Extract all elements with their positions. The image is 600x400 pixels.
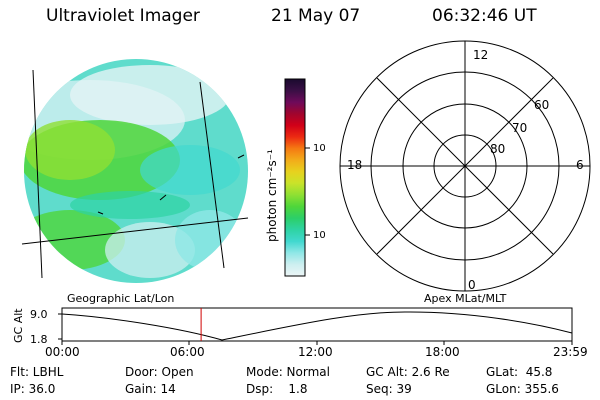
apex-label: Apex MLat/MLT (424, 292, 507, 305)
colorbar-tick-10: 10 (313, 230, 325, 241)
mlt-label-12: 12 (473, 48, 488, 62)
filter-value: Flt: LBHL (10, 365, 64, 379)
door-status: Door: Open (125, 365, 194, 379)
mlt-label-6: 6 (576, 158, 584, 172)
uv-image-panel (21, 59, 249, 283)
orbit-plot: GC Alt 9.0 1.8 (12, 307, 573, 346)
gc-alt-value: GC Alt: 2.6 Re (366, 365, 450, 379)
lat-label-70: 70 (512, 121, 527, 135)
orbit-x-tick-1200: 12:00 (298, 345, 333, 359)
altitude-curve (61, 311, 573, 341)
mlt-line-diag2 (376, 77, 554, 255)
orbit-x-tick-0000: 00:00 (45, 345, 80, 359)
orbit-y-label: GC Alt (12, 308, 25, 343)
glat-value: GLat: 45.8 (486, 365, 553, 379)
mode-value: Mode: Normal (246, 365, 330, 379)
orbit-x-tick-1800: 18:00 (425, 345, 460, 359)
mlt-label-18: 18 (347, 158, 362, 172)
geographic-label: Geographic Lat/Lon (67, 292, 175, 305)
orbit-y-tick-1.8: 1.8 (30, 333, 48, 346)
meridian-line (199, 81, 225, 269)
meridian-line (32, 69, 43, 279)
instrument-title: Ultraviolet Imager (46, 6, 200, 26)
glon-value: GLon: 355.6 (486, 382, 559, 396)
dsp-value: Dsp: 1.8 (246, 382, 308, 396)
uv-auroral-pattern (24, 65, 245, 278)
gain-value: Gain: 14 (125, 382, 176, 396)
ip-value: IP: 36.0 (10, 382, 56, 396)
lat-label-60: 60 (534, 98, 549, 112)
time-label: 06:32:46 UT (432, 6, 537, 26)
date-label: 21 May 07 (271, 6, 361, 26)
colorbar-tick-100: 100 (313, 143, 325, 154)
parallel-line (21, 217, 249, 245)
seq-value: Seq: 39 (366, 382, 412, 396)
mlt-label-0: 0 (468, 278, 476, 292)
colorbar-rect (284, 78, 306, 277)
colorbar-unit-label: photon cm⁻²s⁻¹ (265, 149, 279, 242)
orbit-x-tick-2359: 23:59 (553, 345, 588, 359)
orbit-plot-frame (61, 307, 573, 342)
orbit-y-tick-9: 9.0 (30, 308, 48, 321)
lat-label-80: 80 (490, 142, 505, 156)
orbit-x-tick-0600: 06:00 (170, 345, 205, 359)
polar-plot: 12 18 6 0 60 70 80 (339, 40, 591, 292)
colorbar: 100 10 photon cm⁻²s⁻¹ (265, 78, 325, 277)
